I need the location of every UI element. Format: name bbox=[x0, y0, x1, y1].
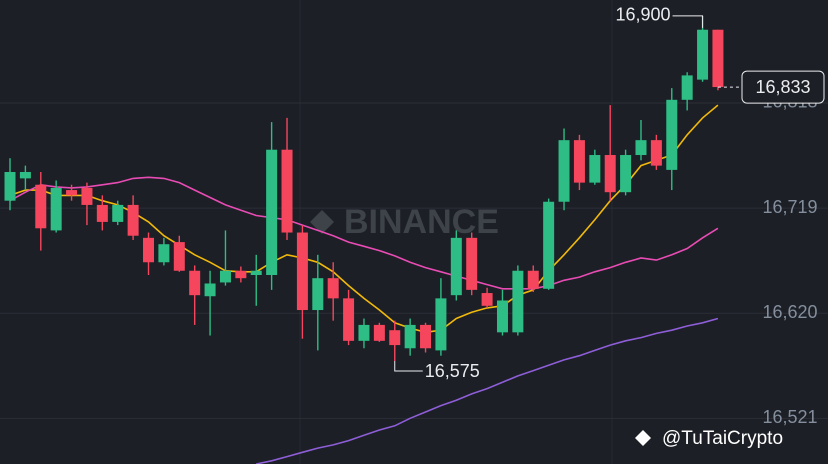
credit-text: @TuTaiCrypto bbox=[662, 428, 783, 449]
candle-body bbox=[435, 298, 447, 351]
moving-average-line bbox=[256, 317, 719, 464]
candle-body bbox=[512, 270, 524, 333]
y-tick-label: 16,620 bbox=[762, 302, 817, 322]
candle-body bbox=[527, 270, 539, 289]
candle-body bbox=[681, 75, 693, 100]
candle-body bbox=[389, 330, 401, 346]
candle-body bbox=[573, 140, 585, 183]
candle-body bbox=[450, 237, 462, 296]
candle-body bbox=[19, 172, 31, 179]
candle-body bbox=[604, 155, 616, 193]
candle-body bbox=[35, 184, 47, 229]
candle-body bbox=[373, 324, 385, 341]
candle-body bbox=[327, 278, 339, 299]
candle-body bbox=[266, 149, 278, 276]
candle-body bbox=[235, 270, 247, 279]
low-pointer bbox=[394, 361, 423, 372]
candle-body bbox=[712, 29, 724, 88]
candle-body bbox=[50, 187, 62, 231]
candle-body bbox=[112, 204, 124, 222]
candle-body bbox=[250, 270, 262, 276]
candle-body bbox=[66, 190, 78, 196]
candle-body bbox=[312, 278, 324, 311]
candle-body bbox=[650, 140, 662, 166]
candle-body bbox=[96, 204, 108, 222]
candle-body bbox=[466, 237, 478, 290]
candle-body bbox=[358, 324, 370, 341]
candle-body bbox=[589, 155, 601, 183]
watermark-logo bbox=[310, 210, 334, 234]
y-tick-label: 16,719 bbox=[762, 197, 817, 217]
candle-body bbox=[173, 242, 185, 271]
last-price-label: 16,833 bbox=[755, 77, 810, 97]
candle-body bbox=[420, 324, 432, 349]
candle-body bbox=[81, 187, 93, 205]
credit: @TuTaiCrypto bbox=[635, 428, 783, 449]
candle-body bbox=[189, 270, 201, 296]
candle-body bbox=[143, 237, 155, 263]
high-label: 16,900 bbox=[615, 5, 670, 25]
candle-body bbox=[666, 99, 678, 170]
moving-average-line bbox=[9, 176, 719, 290]
candle-body bbox=[635, 140, 647, 156]
candle-body bbox=[219, 270, 231, 283]
candle-body bbox=[481, 293, 493, 306]
candle-body bbox=[296, 232, 308, 311]
candle-body bbox=[404, 324, 416, 349]
low-label: 16,575 bbox=[425, 361, 480, 381]
candle-body bbox=[543, 201, 555, 289]
y-tick-label: 16,521 bbox=[762, 407, 817, 427]
high-pointer bbox=[672, 15, 704, 28]
watermark-text: BINANCE bbox=[344, 203, 499, 241]
candle-body bbox=[4, 172, 16, 201]
candle-body bbox=[281, 149, 293, 233]
candle-body bbox=[697, 29, 709, 80]
last-price-box bbox=[741, 70, 825, 104]
credit-logo bbox=[635, 430, 651, 446]
candle-body bbox=[343, 298, 355, 341]
candle-body bbox=[558, 140, 570, 202]
watermark: BINANCE bbox=[310, 203, 499, 241]
candle-body bbox=[496, 300, 508, 333]
candle-body bbox=[127, 204, 139, 236]
candle-body bbox=[620, 155, 632, 193]
candle-body bbox=[204, 283, 216, 297]
candle-body bbox=[158, 244, 170, 263]
